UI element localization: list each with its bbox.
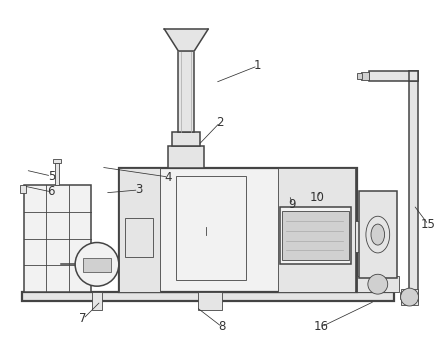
Bar — [119, 168, 160, 292]
Bar — [408, 71, 419, 301]
Ellipse shape — [366, 216, 390, 253]
Bar — [178, 51, 194, 132]
Circle shape — [75, 243, 119, 286]
Ellipse shape — [371, 224, 385, 245]
Text: 6: 6 — [48, 185, 55, 198]
Bar — [168, 146, 204, 168]
Text: 5: 5 — [48, 170, 55, 183]
Text: 4: 4 — [165, 171, 172, 184]
Text: 8: 8 — [218, 320, 226, 333]
Bar — [280, 207, 351, 264]
Text: 1: 1 — [254, 59, 262, 72]
Bar — [176, 176, 246, 280]
Bar — [278, 168, 355, 292]
Bar — [22, 292, 394, 301]
Bar — [119, 168, 357, 292]
Polygon shape — [164, 29, 208, 51]
Bar — [400, 289, 419, 305]
Bar — [281, 211, 349, 260]
Bar — [56, 163, 59, 185]
Text: 2: 2 — [216, 116, 224, 129]
Bar — [53, 159, 61, 163]
Text: 15: 15 — [421, 218, 436, 231]
Circle shape — [368, 274, 388, 294]
Bar — [357, 73, 362, 79]
Text: 7: 7 — [79, 312, 87, 325]
Bar — [355, 221, 361, 252]
Bar — [83, 258, 111, 272]
Bar — [198, 292, 222, 310]
Bar — [361, 72, 369, 80]
Text: 10: 10 — [310, 192, 325, 204]
Bar — [125, 218, 153, 257]
Bar — [357, 276, 399, 292]
Bar — [20, 185, 25, 193]
Text: 3: 3 — [135, 184, 143, 197]
Circle shape — [400, 288, 419, 306]
Bar — [172, 132, 200, 146]
Bar — [359, 191, 396, 278]
Bar — [92, 292, 102, 310]
Bar — [369, 71, 419, 81]
Text: 9: 9 — [289, 198, 296, 211]
Bar — [24, 185, 91, 292]
Bar — [408, 71, 419, 81]
Text: 16: 16 — [314, 320, 329, 333]
Bar — [400, 293, 408, 299]
